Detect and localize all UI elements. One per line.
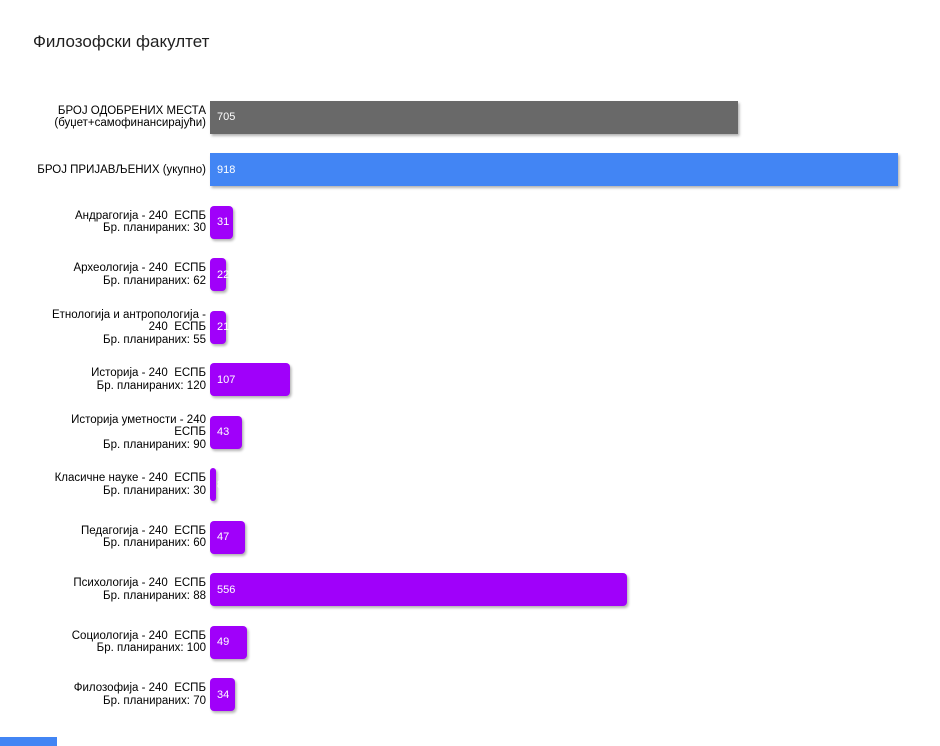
bar-value-label: 107 bbox=[217, 373, 236, 386]
bar-value-label: 43 bbox=[217, 426, 230, 439]
chart-row: Етнологија и антропологија - 240 ЕСПБ Бр… bbox=[0, 301, 940, 354]
bar-category-label: БРОЈ ОДОБРЕНИХ МЕСТА (буџет+самофинансир… bbox=[54, 104, 206, 130]
chart-row: Археологија - 240 ЕСПБ Бр. планираних: 6… bbox=[0, 249, 940, 302]
bar-value-label: 8 bbox=[217, 478, 224, 491]
bar-category-label: Психологија - 240 ЕСПБ Бр. планираних: 8… bbox=[73, 577, 206, 602]
bar-program: 47 bbox=[210, 520, 245, 554]
bar-value-label: 49 bbox=[217, 636, 230, 649]
bar-program: 31 bbox=[210, 205, 233, 239]
bar-value-label: 47 bbox=[217, 531, 230, 544]
bar-program: 22 bbox=[210, 258, 230, 292]
bar-program: 49 bbox=[210, 625, 247, 659]
chart-row: Андрагогија - 240 ЕСПБ Бр. планираних: 3… bbox=[0, 196, 940, 249]
chart-title: Филозофски факултет bbox=[33, 32, 210, 51]
chart-row: Филозофија - 240 ЕСПБ Бр. планираних: 70… bbox=[0, 669, 940, 722]
bar-applied: 918 bbox=[210, 153, 898, 187]
bar-program: 43 bbox=[210, 415, 242, 449]
chart-row: Психологија - 240 ЕСПБ Бр. планираних: 8… bbox=[0, 564, 940, 617]
chart-row: Класичне науке - 240 ЕСПБ Бр. планираних… bbox=[0, 459, 940, 512]
chart-row: Историја уметности - 240 ЕСПБ Бр. планир… bbox=[0, 406, 940, 459]
bar-value-label: 556 bbox=[217, 583, 236, 596]
bar-category-label: Филозофија - 240 ЕСПБ Бр. планираних: 70 bbox=[73, 682, 206, 707]
bar-program: 34 bbox=[210, 678, 235, 712]
chart-row: БРОЈ ОДОБРЕНИХ МЕСТА (буџет+самофинансир… bbox=[0, 91, 940, 144]
bar-category-label: Историја - 240 ЕСПБ Бр. планираних: 120 bbox=[91, 367, 206, 392]
bar-category-label: Археологија - 240 ЕСПБ Бр. планираних: 6… bbox=[73, 262, 207, 287]
bar-value-label: 34 bbox=[217, 688, 230, 701]
bar-category-label: Историја уметности - 240 ЕСПБ Бр. планир… bbox=[71, 413, 206, 451]
bar-value-label: 918 bbox=[217, 163, 236, 176]
bar-program: 8 bbox=[210, 468, 223, 502]
bar-value-label: 705 bbox=[217, 111, 236, 124]
chart-row: БРОЈ ПРИЈАВЉЕНИХ (укупно) 918 bbox=[0, 144, 940, 197]
chart-row: Педагогија - 240 ЕСПБ Бр. планираних: 60… bbox=[0, 511, 940, 564]
cutoff-bar-fragment bbox=[0, 737, 57, 746]
chart-row: Социологија - 240 ЕСПБ Бр. планираних: 1… bbox=[0, 616, 940, 669]
bar-approved: 705 bbox=[210, 100, 738, 134]
bar-value-label: 21 bbox=[217, 321, 230, 334]
bar-program: 556 bbox=[210, 573, 627, 607]
bar-chart: БРОЈ ОДОБРЕНИХ МЕСТА (буџет+самофинансир… bbox=[0, 91, 940, 721]
bar-category-label: БРОЈ ПРИЈАВЉЕНИХ (укупно) bbox=[37, 163, 206, 176]
chart-row: Историја - 240 ЕСПБ Бр. планираних: 120 1… bbox=[0, 354, 940, 407]
bar-category-label: Социологија - 240 ЕСПБ Бр. планираних: 1… bbox=[71, 629, 206, 655]
bar-program: 21 bbox=[210, 310, 230, 344]
bar-program: 107 bbox=[210, 363, 290, 397]
bar-value-label: 31 bbox=[217, 216, 230, 229]
bar-category-label: Педагогија - 240 ЕСПБ Бр. планираних: 60 bbox=[80, 524, 206, 550]
bar-category-label: Етнологија и антропологија - 240 ЕСПБ Бр… bbox=[51, 308, 206, 346]
bar-value-label: 22 bbox=[217, 268, 230, 281]
bar-category-label: Класичне науке - 240 ЕСПБ Бр. планираних… bbox=[54, 472, 206, 497]
bar-category-label: Андрагогија - 240 ЕСПБ Бр. планираних: 3… bbox=[74, 209, 206, 235]
